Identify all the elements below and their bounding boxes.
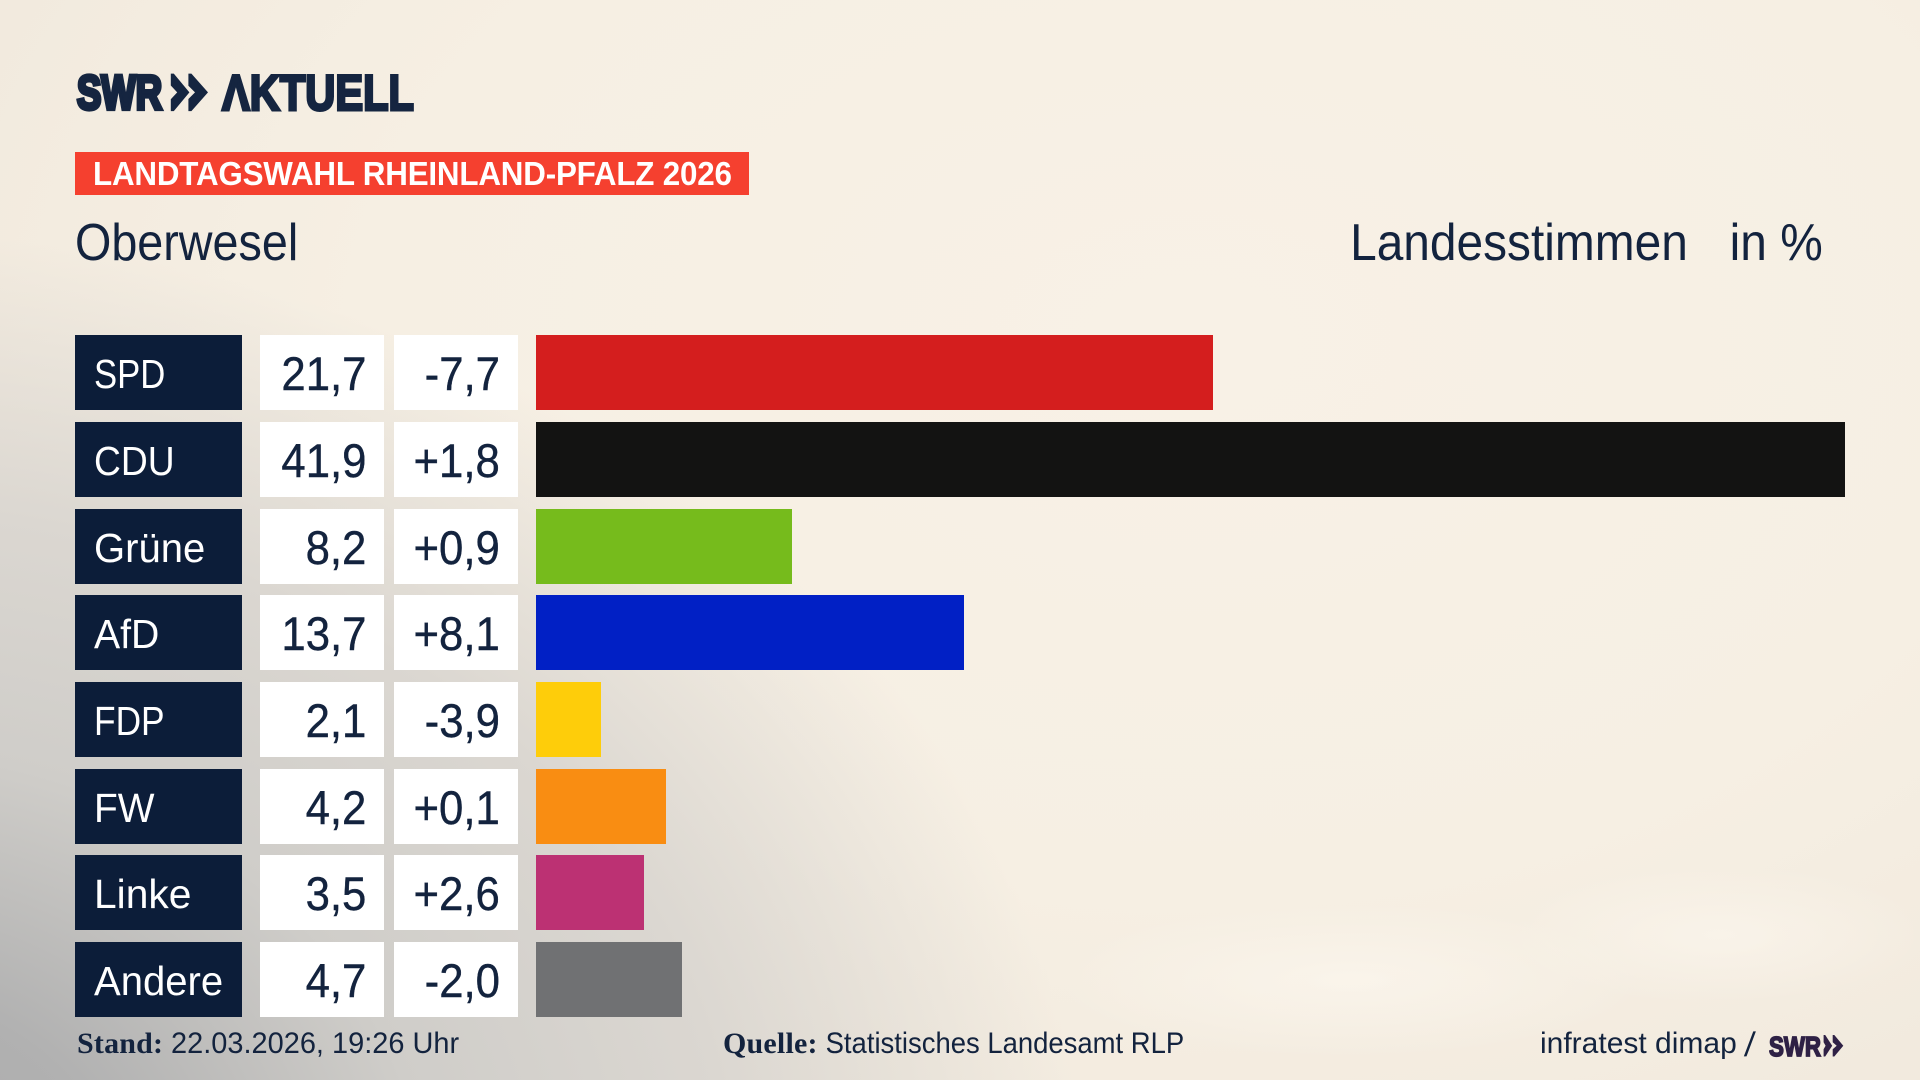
svg-text:SWR: SWR bbox=[77, 67, 162, 120]
svg-text:SWR: SWR bbox=[1769, 1033, 1821, 1062]
svg-text:ΛKTUELL: ΛKTUELL bbox=[222, 65, 414, 121]
